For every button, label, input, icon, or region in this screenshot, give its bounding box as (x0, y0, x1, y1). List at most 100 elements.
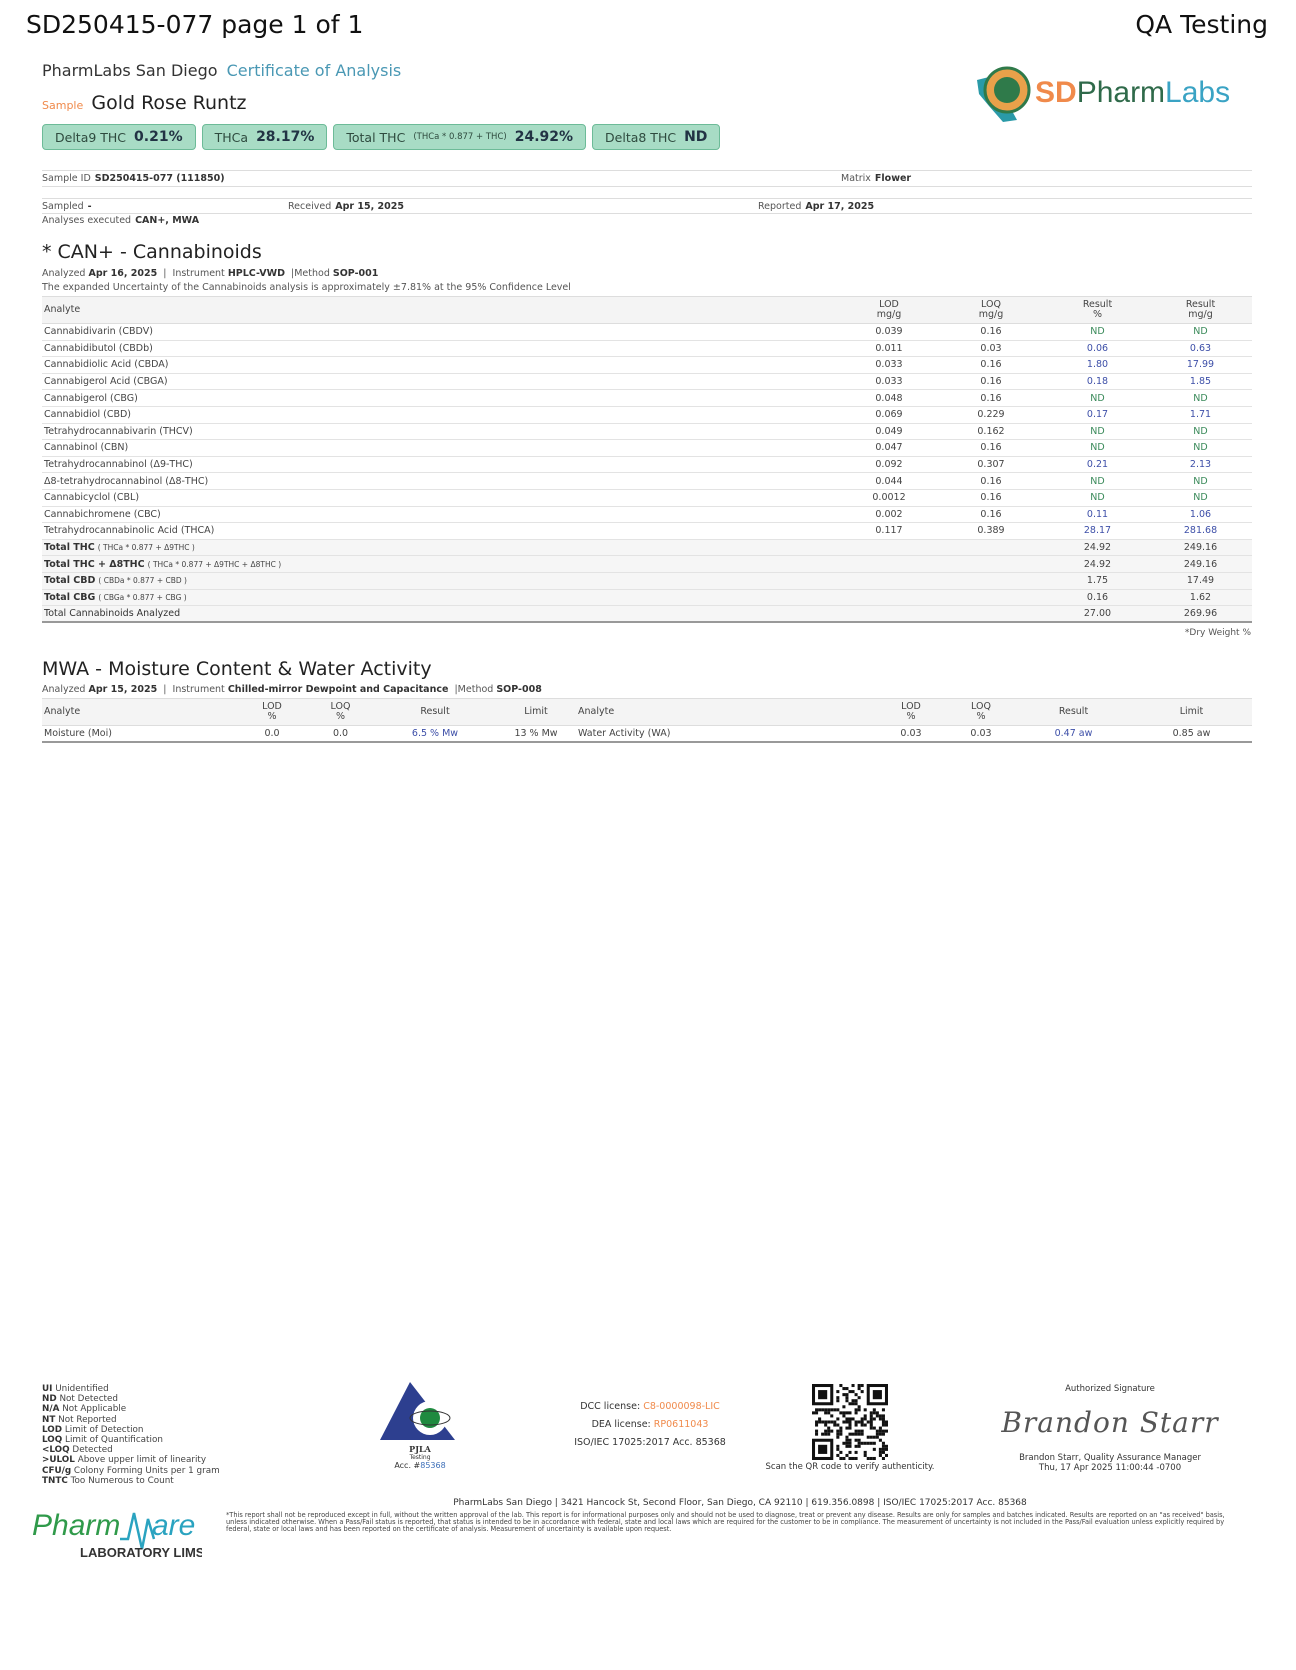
badge-formula: (THCa * 0.877 + THC) (413, 132, 507, 142)
total-name: Total CBG (44, 591, 96, 603)
lod: 0.048 (842, 389, 936, 407)
result-mg: ND (1149, 472, 1252, 490)
legend-item: ND Not Detected (42, 1394, 220, 1404)
summary-badges: Delta9 THC 0.21% THCa 28.17% Total THC (THC… (42, 124, 721, 150)
legend-desc: Colony Forming Units per 1 gram (73, 1465, 220, 1476)
badge-value: 0.21% (134, 129, 183, 145)
result-pct: 0.11 (1046, 506, 1149, 524)
legend-desc: Not Detected (59, 1394, 119, 1405)
info-row-sample-id: Sample ID SD250415-077 (111850) Matrix Flo… (42, 173, 1252, 184)
col-result-mg: Result mg/g (1149, 296, 1252, 324)
loq: 0.307 (936, 456, 1046, 474)
pjla-sub: Testing (409, 1454, 431, 1461)
lod: 0.002 (842, 506, 936, 524)
dea-license: DEA license: RP0611043 (591, 1419, 709, 1430)
legend-desc: Limit of Quantification (65, 1435, 163, 1446)
analyzed-label: Analyzed (42, 684, 86, 695)
sample-id: SD250415-077 (111850) (94, 173, 225, 184)
table-row: Cannabigerol (CBG) 0.048 0.16 ND ND (42, 389, 1252, 407)
dcc-license: DCC license: C8-0000098-LIC (580, 1401, 720, 1412)
cannabinoids-heading: * CAN+ - Cannabinoids (42, 241, 262, 263)
moisture-meta: Analyzed Apr 15, 2025 | Instrument Chill… (42, 684, 542, 695)
received-label: Received (288, 201, 332, 212)
reported-label: Reported (758, 201, 802, 212)
lod: 0.0012 (842, 489, 936, 507)
legend-abbr: LOD (42, 1424, 63, 1435)
instrument: Chilled-mirror Dewpoint and Capacitance (227, 684, 449, 695)
badge-thca: THCa 28.17% (201, 124, 328, 150)
col-lod: LOD mg/g (842, 296, 936, 324)
table-row: Tetrahydrocannabivarin (THCV) 0.049 0.162 N… (42, 423, 1252, 441)
loq: 0.03 (936, 340, 1046, 358)
verification-qr-code[interactable] (812, 1384, 888, 1460)
legend-abbr: N/A (42, 1404, 60, 1415)
analyte: Cannabidiol (CBD) (42, 406, 842, 424)
divider (42, 198, 1252, 199)
table-header: Analyte LOD% LOQ% Result Limit Analyte L… (42, 698, 1252, 726)
result-mg: ND (1149, 423, 1252, 441)
info-row-dates: Sampled - Received Apr 15, 2025 Reported Ap… (42, 201, 1252, 212)
signature-block: Authorized Signature Brandon Starr Brand… (980, 1384, 1240, 1473)
pjla-acc: Acc. #85368 (394, 1461, 446, 1470)
svg-text:are: are (152, 1509, 195, 1542)
dry-weight-note: *Dry Weight % (1184, 628, 1251, 638)
result-pct: 1.75 (1046, 572, 1149, 590)
document-title: SD250415-077 page 1 of 1 (26, 10, 364, 39)
instrument-label: Instrument (172, 268, 225, 279)
total-name: Total Cannabinoids Analyzed (44, 608, 181, 620)
analyte: Moisture (Moi) (42, 725, 237, 744)
method: SOP-008 (496, 684, 542, 695)
badge-total-thc: Total THC (THCa * 0.877 + THC) 24.92% (333, 124, 587, 150)
loq (936, 555, 1046, 573)
table-header: Analyte LOD mg/g LOQ mg/g Result% Result mg… (42, 296, 1252, 324)
loq (936, 539, 1046, 557)
table-row: Cannabidiol (CBD) 0.069 0.229 0.17 1.71 (42, 406, 1252, 424)
legend-abbr: <LOQ (42, 1445, 70, 1456)
legend-item: CFU/g Colony Forming Units per 1 gram (42, 1466, 220, 1476)
result: 6.5 % Mw (374, 725, 496, 744)
result-mg: 249.16 (1149, 539, 1252, 557)
result-mg: ND (1149, 389, 1252, 407)
method-label: Method (294, 268, 330, 279)
total-formula: ( THCa * 0.877 + Δ9THC + Δ8THC ) (147, 559, 282, 569)
sampled: - (87, 201, 92, 212)
analyte: Tetrahydrocannabivarin (THCV) (42, 423, 842, 441)
legend-desc: Unidentified (55, 1384, 109, 1394)
analyte: Water Activity (WA) (576, 725, 876, 744)
moisture-heading: MWA - Moisture Content & Water Activity (42, 658, 432, 680)
result-pct: 0.21 (1046, 456, 1149, 474)
total-row: Total THC + Δ8THC ( THCa * 0.877 + Δ9THC… (42, 555, 1252, 573)
legend-desc: Limit of Detection (64, 1424, 144, 1435)
total-name: Total CBD (44, 575, 96, 587)
received: Apr 15, 2025 (335, 201, 404, 212)
signer: Brandon Starr, Quality Assurance Manager (1019, 1453, 1201, 1463)
analyte: Cannabigerol Acid (CBGA) (42, 373, 842, 391)
legend-abbr: CFU/g (42, 1465, 72, 1476)
total-label: Total CBG ( CBGa * 0.877 + CBG ) (42, 589, 842, 607)
result-pct: 27.00 (1046, 605, 1149, 624)
lod: 0.0 (237, 725, 307, 744)
result-mg: 281.68 (1149, 522, 1252, 540)
sdpharmlabs-logo: SDPharmLabs (977, 66, 1230, 122)
lod: 0.033 (842, 356, 936, 374)
loq: 0.16 (936, 506, 1046, 524)
loq: 0.16 (936, 323, 1046, 341)
svg-text:SDPharmLabs: SDPharmLabs (1035, 76, 1230, 109)
total-formula: ( CBDa * 0.877 + CBD ) (98, 576, 187, 586)
loq: 0.162 (936, 423, 1046, 441)
legend-abbr: UI (42, 1384, 53, 1394)
col-result: Result (1016, 698, 1131, 726)
result-mg: 2.13 (1149, 456, 1252, 474)
analyte: Cannabigerol (CBG) (42, 389, 842, 407)
disclaimer: *This report shall not be reproduced exc… (226, 1511, 1225, 1533)
loq: 0.229 (936, 406, 1046, 424)
loq: 0.16 (936, 489, 1046, 507)
col-result-pct: Result% (1046, 296, 1149, 324)
analyte: Cannabidivarin (CBDV) (42, 323, 842, 341)
total-formula: ( CBGa * 0.877 + CBG ) (98, 592, 187, 602)
result-mg: 17.49 (1149, 572, 1252, 590)
sample-line: Sample Gold Rose Runtz (42, 92, 247, 114)
qr-caption: Scan the QR code to verify authenticity. (765, 1462, 935, 1472)
badge-label: THCa (214, 129, 249, 145)
result-mg: ND (1149, 489, 1252, 507)
